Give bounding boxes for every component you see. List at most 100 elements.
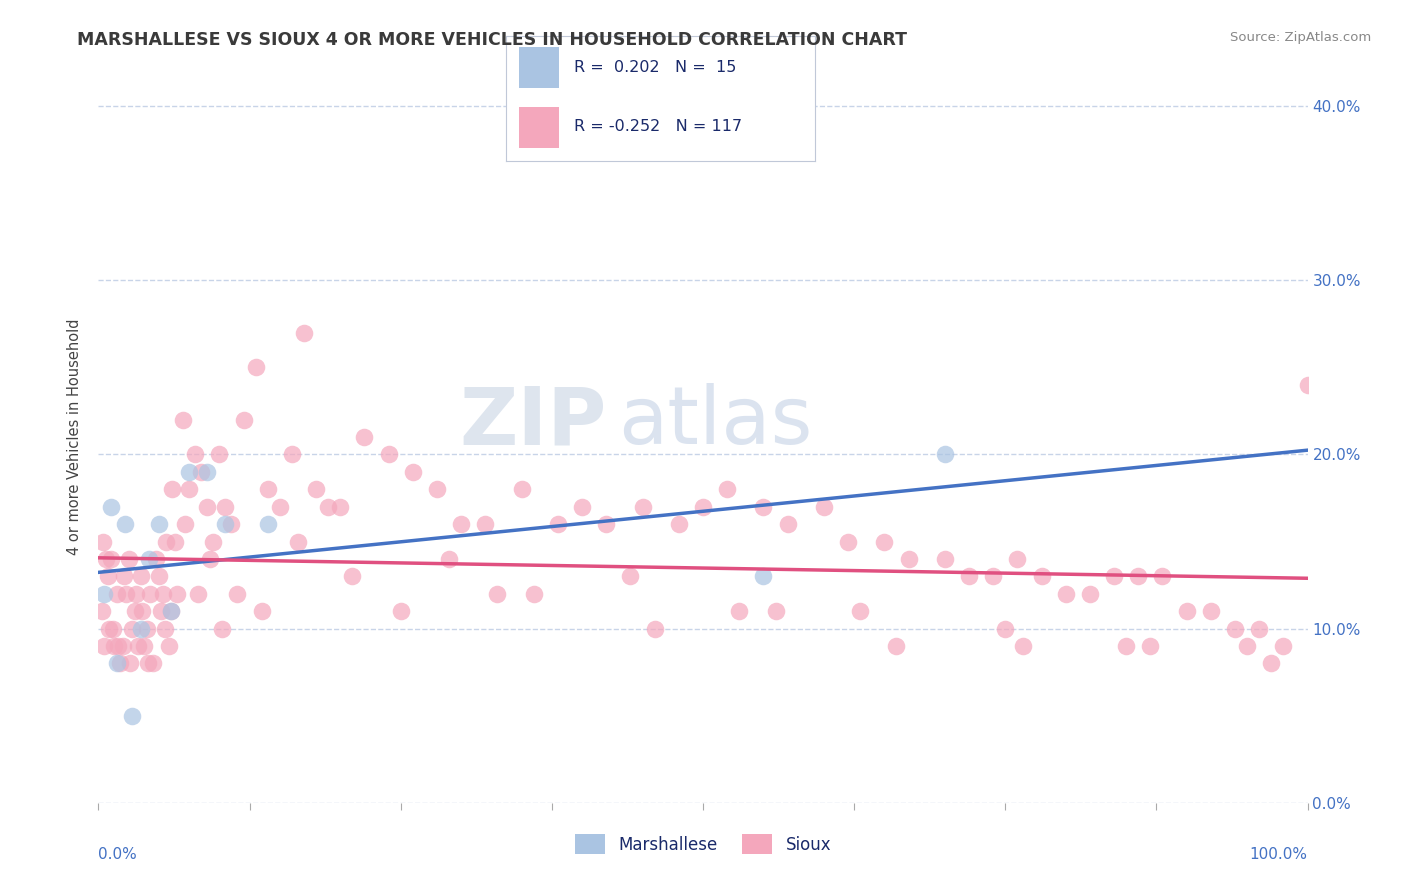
Point [198,552,221,566]
Point [195,465,218,479]
Point [1031,569,1053,583]
Point [250,604,273,618]
Point [692,500,714,514]
Text: 0.0%: 0.0% [98,847,138,862]
Point [114,517,136,532]
Point [115,587,138,601]
Text: R =  0.202   N =  15: R = 0.202 N = 15 [574,60,737,75]
Y-axis label: 4 or more Vehicles in Household: 4 or more Vehicles in Household [67,318,83,556]
Point [157,639,180,653]
Point [107,639,129,653]
Point [631,500,654,514]
Point [523,587,546,601]
Point [886,639,908,653]
Point [1007,552,1029,566]
Point [91,534,114,549]
Point [510,483,533,497]
Point [292,326,315,340]
Point [226,587,249,601]
Point [1078,587,1101,601]
Point [1236,639,1258,653]
Point [849,604,872,618]
Point [100,552,122,566]
Point [728,604,751,618]
Point [124,604,146,618]
Point [121,622,143,636]
Point [100,500,122,514]
Point [305,483,328,497]
Point [1249,622,1271,636]
Point [101,622,124,636]
Point [994,622,1017,636]
Point [644,622,666,636]
Point [934,552,956,566]
Point [1054,587,1077,601]
Point [873,534,896,549]
Point [145,552,167,566]
Point [765,604,787,618]
Point [139,587,162,601]
Point [184,448,207,462]
Point [174,517,197,532]
Point [547,517,569,532]
Point [125,587,148,601]
Point [211,622,233,636]
Bar [519,47,558,88]
Point [571,500,593,514]
Point [287,534,309,549]
Point [437,552,460,566]
Text: ZIP: ZIP [458,384,606,461]
Point [256,517,278,532]
Point [1152,569,1174,583]
Point [269,500,291,514]
Point [1012,639,1035,653]
Point [837,534,859,549]
Point [1139,639,1161,653]
Point [202,534,225,549]
Point [112,569,135,583]
Point [148,569,170,583]
Point [776,517,799,532]
Point [94,552,117,566]
Point [981,569,1004,583]
Point [1223,622,1246,636]
Point [208,448,231,462]
Point [160,483,183,497]
Point [105,657,128,671]
Point [426,483,449,497]
Point [118,552,141,566]
Point [281,448,304,462]
Point [486,587,509,601]
Point [245,360,267,375]
Point [232,412,254,426]
Point [166,587,188,601]
Point [1102,569,1125,583]
Point [152,587,174,601]
Point [160,604,183,618]
Point [221,517,243,532]
Point [329,500,352,514]
Text: 100.0%: 100.0% [1250,847,1308,862]
Point [1175,604,1198,618]
Point [111,639,134,653]
Point [179,465,201,479]
Point [595,517,617,532]
Point [389,604,412,618]
Text: atlas: atlas [619,384,813,461]
Point [127,639,149,653]
Point [91,604,114,618]
Point [160,604,183,618]
Point [135,622,157,636]
Point [214,517,236,532]
Point [118,657,141,671]
Point [353,430,375,444]
Point [179,483,201,497]
Point [214,500,236,514]
Point [1128,569,1150,583]
Text: Source: ZipAtlas.com: Source: ZipAtlas.com [1230,31,1371,45]
Point [172,412,194,426]
Point [342,569,364,583]
Point [129,569,152,583]
Point [1199,604,1222,618]
Point [1260,657,1282,671]
